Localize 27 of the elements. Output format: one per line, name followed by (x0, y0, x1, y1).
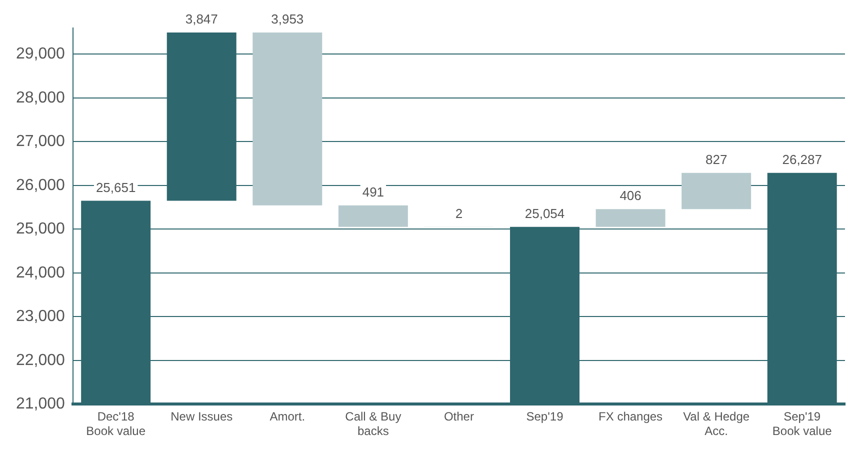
x-tick-label: Amort. (270, 410, 306, 424)
x-tick-label: Val & Hedge Acc. (683, 410, 750, 438)
y-tick-label: 28,000 (16, 89, 66, 106)
x-tick-label: Other (444, 410, 474, 424)
data-label: 26,287 (782, 152, 822, 168)
x-tick-label: Dec'18 Book value (86, 410, 146, 438)
x-tick-label: Sep'19 (526, 410, 564, 424)
data-label: 3,847 (185, 12, 218, 27)
x-tick-label: New Issues (170, 410, 233, 424)
data-label: 25,651 (96, 180, 136, 195)
data-label: 827 (705, 152, 728, 168)
y-tick-label: 27,000 (16, 133, 66, 150)
data-label: 406 (620, 188, 642, 204)
y-tick-label: 21,000 (16, 396, 66, 413)
x-tick-label: Sep'19 Book value (772, 410, 832, 438)
y-tick-label: 23,000 (16, 308, 66, 326)
y-tick-label: 25,000 (16, 220, 66, 238)
y-tick-label: 24,000 (16, 264, 66, 282)
data-label: 2 (455, 206, 463, 221)
x-tick-label: FX changes (598, 410, 663, 424)
data-label: 25,054 (524, 206, 565, 221)
data-label: 491 (362, 184, 384, 200)
data-label: 3,953 (271, 12, 304, 27)
y-tick-label: 22,000 (16, 352, 66, 369)
x-tick-label: Call & Buy backs (345, 410, 402, 438)
y-tick-label: 29,000 (16, 46, 66, 63)
y-tick-label: 26,000 (16, 176, 66, 194)
